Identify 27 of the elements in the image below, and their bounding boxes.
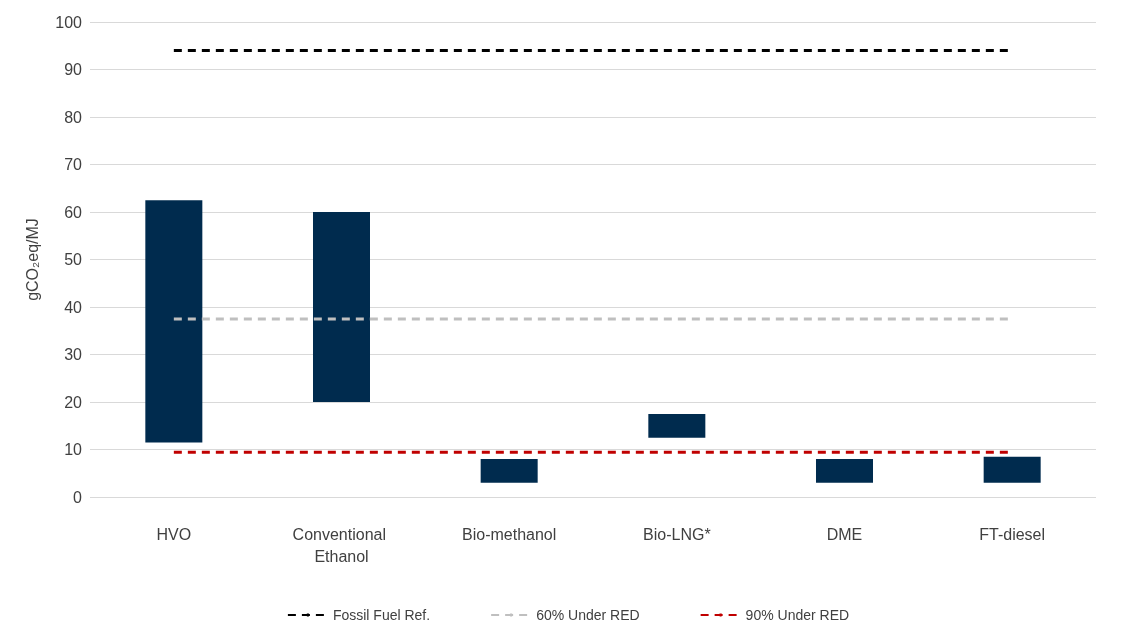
bar bbox=[648, 413, 706, 438]
legend-label: Fossil Fuel Ref. bbox=[332, 607, 431, 623]
bar bbox=[313, 212, 370, 402]
y-tick-label: 70 bbox=[64, 156, 83, 173]
y-tick-label: 50 bbox=[64, 251, 83, 268]
y-tick-label: 60 bbox=[64, 203, 83, 221]
y-tick-label: 0 bbox=[73, 488, 83, 506]
x-tick-label: FT-diesel bbox=[979, 525, 1046, 543]
bar bbox=[983, 456, 1041, 483]
x-tick-label: DME bbox=[826, 525, 863, 543]
y-tick-label: 30 bbox=[64, 346, 83, 363]
y-tick-label: 100 bbox=[55, 13, 83, 31]
bar bbox=[145, 200, 203, 443]
y-tick-label: 90 bbox=[64, 61, 83, 78]
bar bbox=[480, 459, 538, 483]
y-tick-label: 80 bbox=[64, 108, 83, 126]
x-tick-label: Bio-methanol bbox=[462, 525, 557, 543]
x-tick-label: HVO bbox=[156, 525, 192, 543]
legend-label: 90% Under RED bbox=[745, 607, 850, 623]
y-tick-label: 40 bbox=[64, 298, 83, 316]
legend-label: 60% Under RED bbox=[536, 607, 640, 623]
y-axis-title: gCO₂eq/MJ bbox=[23, 218, 41, 301]
x-tick-label: Bio-LNG* bbox=[643, 525, 711, 543]
bar bbox=[816, 459, 873, 483]
y-tick-label: 10 bbox=[64, 441, 83, 458]
y-tick-label: 20 bbox=[64, 393, 83, 411]
x-tick-label: Conventional Ethanol bbox=[292, 525, 391, 565]
